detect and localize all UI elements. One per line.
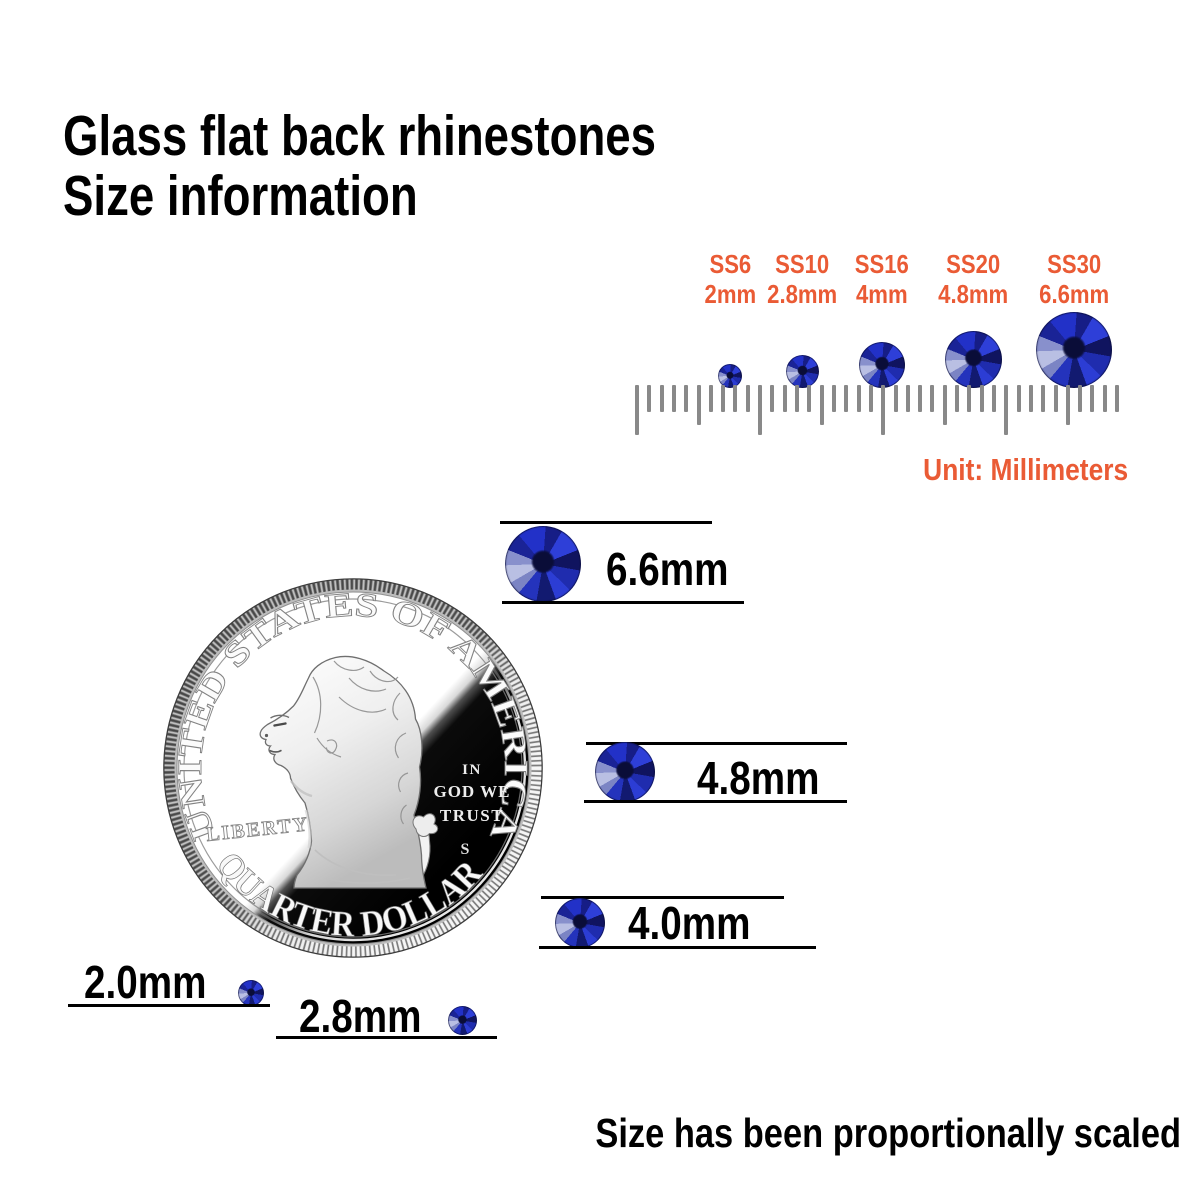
quarter-coin-graphic: UNITED STATES OF AMERICA QUARTER DOLLAR … [163, 578, 543, 958]
ruler-tick [1041, 385, 1046, 412]
mm-value: 2mm [704, 279, 756, 309]
measure-line [541, 896, 784, 899]
ruler-tick [881, 385, 886, 435]
ruler-tick [1004, 385, 1009, 435]
washington-portrait [259, 655, 439, 889]
measure-line [502, 601, 744, 604]
rhinestone-4-8mm [595, 742, 655, 802]
ruler [635, 385, 1120, 441]
ruler-tick [819, 385, 824, 425]
ruler-tick [745, 385, 750, 412]
ss-code: SS30 [1046, 249, 1102, 279]
rhinestone-ss10 [786, 355, 819, 388]
ruler-tick [1065, 385, 1070, 425]
rhinestone-4-0mm [555, 898, 605, 948]
ruler-tick [1090, 385, 1095, 412]
ruler-tick [1053, 385, 1058, 412]
measure-label-4-0mm: 4.0mm [628, 897, 751, 949]
ruler-tick [708, 385, 713, 412]
mm-value: 6.6mm [1038, 279, 1110, 309]
ruler-tick [930, 385, 935, 412]
ruler-tick [1016, 385, 1021, 412]
ruler-tick [1102, 385, 1107, 412]
ruler-tick [721, 385, 726, 412]
rhinestone-2-0mm [238, 980, 264, 1006]
mm-value: 4mm [856, 279, 908, 309]
measure-label-2-8mm: 2.8mm [299, 990, 422, 1042]
ruler-tick [856, 385, 861, 412]
measure-label-6-6mm: 6.6mm [606, 543, 729, 595]
ruler-tick [684, 385, 689, 412]
rhinestone-2-8mm [448, 1006, 477, 1035]
measure-line [276, 1036, 497, 1039]
rhinestone-ss16 [859, 342, 905, 388]
page-title: Glass flat back rhinestones Size informa… [63, 106, 656, 226]
measure-line [586, 742, 847, 745]
rhinestone-6-6mm [505, 526, 581, 602]
title-line-2: Size information [63, 164, 418, 228]
measure-line [68, 1004, 270, 1007]
measure-label-2-0mm: 2.0mm [84, 956, 207, 1008]
ruler-tick [770, 385, 775, 412]
ruler-unit-label: Unit: Millimeters [923, 452, 1128, 487]
ruler-tick [979, 385, 984, 412]
ruler-tick [1028, 385, 1033, 412]
mm-value: 2.8mm [766, 279, 838, 309]
rhinestone-ss30 [1036, 312, 1112, 388]
measure-line [584, 800, 847, 803]
ruler-tick [1078, 385, 1083, 412]
ruler-tick [942, 385, 947, 425]
ss-code: SS6 [709, 249, 751, 279]
ruler-tick [795, 385, 800, 412]
footer-note: Size has been proportionally scaled [595, 1110, 1182, 1156]
ruler-tick [758, 385, 763, 435]
ss-code: SS10 [774, 249, 830, 279]
ruler-tick [905, 385, 910, 412]
ruler-tick [1115, 385, 1120, 412]
ss-code: SS20 [945, 249, 1001, 279]
ruler-tick [918, 385, 923, 412]
ruler-tick [659, 385, 664, 412]
ruler-tick [647, 385, 652, 412]
ruler-tick [696, 385, 701, 425]
coin-motto-line2: GOD WE [433, 782, 510, 801]
ruler-tick [955, 385, 960, 412]
size-column-ss10: SS10 2.8mm [727, 249, 877, 309]
ruler-tick [671, 385, 676, 412]
ruler-tick [893, 385, 898, 412]
ruler-tick [844, 385, 849, 412]
size-column-ss30: SS30 6.6mm [999, 249, 1149, 309]
measure-label-4-8mm: 4.8mm [697, 752, 820, 804]
ruler-tick [782, 385, 787, 412]
measure-line [500, 521, 712, 524]
ruler-tick [868, 385, 873, 412]
coin-mint-mark: S [461, 841, 470, 858]
rhinestone-ss20 [945, 331, 1002, 388]
coin-motto-line1: IN [462, 762, 482, 778]
ruler-tick [991, 385, 996, 412]
rhinestone-ss6 [718, 364, 742, 388]
ss-code: SS16 [854, 249, 910, 279]
size-column-ss20: SS20 4.8mm [898, 249, 1048, 309]
ruler-tick [967, 385, 972, 412]
ruler-tick [635, 385, 639, 435]
coin-motto-line3: TRUST [440, 806, 504, 825]
ruler-tick [831, 385, 836, 412]
title-line-1: Glass flat back rhinestones [63, 104, 657, 168]
size-column-ss6: SS6 2mm [655, 249, 805, 309]
size-column-ss16: SS16 4mm [807, 249, 957, 309]
ruler-tick [733, 385, 738, 412]
ruler-tick [807, 385, 812, 412]
mm-value: 4.8mm [937, 279, 1009, 309]
measure-line [539, 946, 816, 949]
